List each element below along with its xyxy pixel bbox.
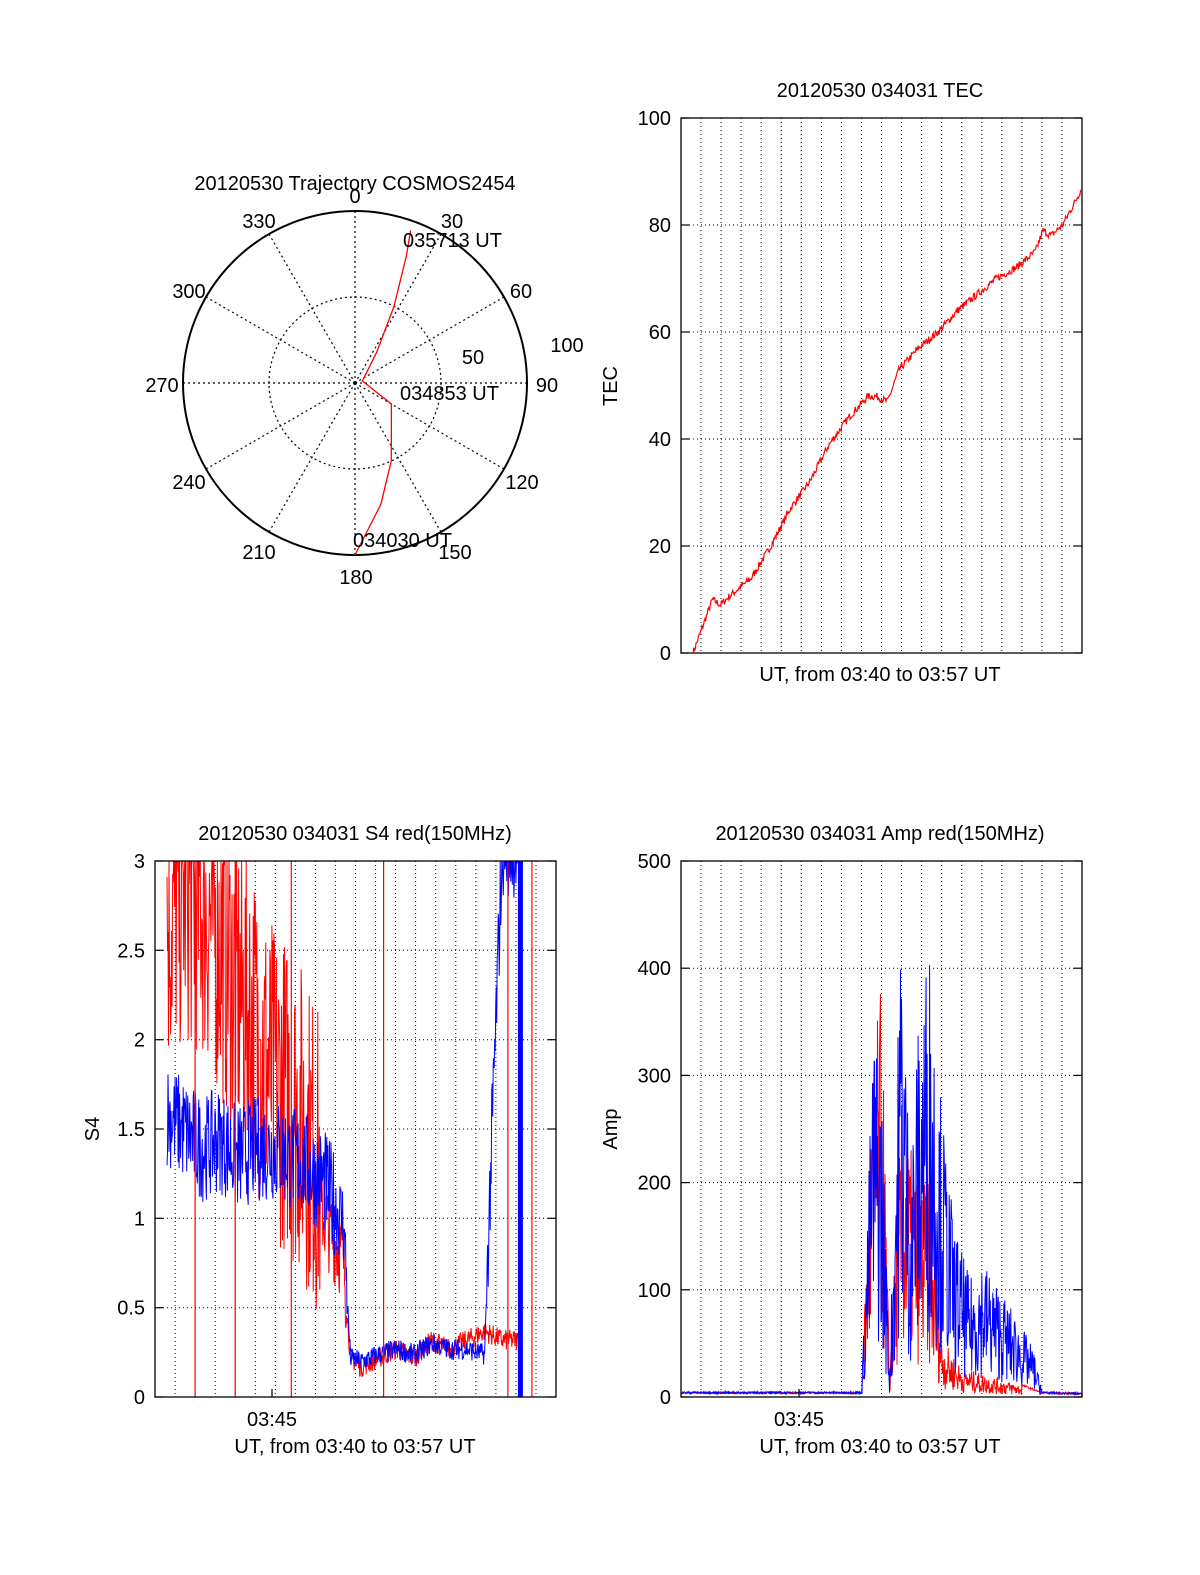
polar-spoke-150 xyxy=(354,382,442,533)
tec-xlabel: UT, from 03:40 to 03:57 UT xyxy=(759,664,1000,686)
s4-series xyxy=(166,860,533,1397)
s4-ytick-label: 0 xyxy=(134,1387,145,1409)
polar-spoke-60 xyxy=(354,296,505,384)
s4-ytick-label: 1.5 xyxy=(117,1119,145,1141)
az-label-90: 90 xyxy=(536,375,558,397)
tec-series xyxy=(692,189,1083,654)
radial-label-100: 100 xyxy=(550,335,583,357)
tec-grid xyxy=(681,118,1082,653)
tec-frame xyxy=(680,117,1083,654)
amp-series xyxy=(680,965,1083,1397)
s4-xtick-label: 03:45 xyxy=(247,1409,297,1431)
amp-xtick-label: 03:45 xyxy=(774,1409,824,1431)
s4-ylabel: S4 xyxy=(82,1117,104,1141)
amp-ytick-label: 100 xyxy=(638,1280,671,1302)
tec-yticks: 0 20 40 60 80 100 xyxy=(638,108,1082,665)
radial-label-50: 50 xyxy=(462,347,484,369)
tec-ytick-label: 80 xyxy=(649,215,671,237)
tec-ytick-label: 60 xyxy=(649,322,671,344)
tec-ytick-label: 40 xyxy=(649,429,671,451)
polar-spoke-120 xyxy=(354,382,505,470)
tec-title: 20120530 034031 TEC xyxy=(777,80,983,102)
tec-ytick-label: 0 xyxy=(660,643,671,665)
polar-spoke-30 xyxy=(354,233,442,384)
polar-spoke-240 xyxy=(205,382,356,470)
amp-ytick-label: 400 xyxy=(638,958,671,980)
tec-panel: 20120530 034031 TEC 0 20 40 60 80 100 UT, fro… xyxy=(600,80,1083,686)
s4-ytick-label: 2 xyxy=(134,1030,145,1052)
amp-ytick-label: 500 xyxy=(638,851,671,873)
polar-spoke-300 xyxy=(205,296,356,384)
polar-title: 20120530 Trajectory COSMOS2454 xyxy=(194,173,515,195)
s4-xlabel: UT, from 03:40 to 03:57 UT xyxy=(234,1436,475,1458)
s4-ytick-label: 0.5 xyxy=(117,1298,145,1320)
s4-yticks: 0 0.5 1 1.5 2 2.5 3 xyxy=(117,851,556,1409)
polar-spokes xyxy=(183,211,527,555)
tec-ylabel: TEC xyxy=(600,366,622,406)
az-label-60: 60 xyxy=(510,281,532,303)
amp-ytick-label: 300 xyxy=(638,1065,671,1087)
amp-title: 20120530 034031 Amp red(150MHz) xyxy=(715,823,1044,845)
az-label-240: 240 xyxy=(172,472,205,494)
s4-title: 20120530 034031 S4 red(150MHz) xyxy=(198,823,512,845)
time-label-end: 035713 UT xyxy=(403,230,502,252)
az-label-330: 330 xyxy=(242,211,275,233)
s4-spike-blue xyxy=(517,861,523,1397)
az-label-150: 150 xyxy=(438,542,471,564)
satellite-trajectory xyxy=(354,230,412,556)
amp-panel: 20120530 034031 Amp red(150MHz) 0 100 200 3… xyxy=(600,823,1083,1458)
amp-ytick-label: 200 xyxy=(638,1173,671,1195)
az-label-270: 270 xyxy=(145,375,178,397)
s4-series-red xyxy=(166,860,521,1378)
amp-ylabel: Amp xyxy=(600,1108,622,1149)
time-label-start: 034030 UT xyxy=(353,530,452,552)
tec-ytick-label: 100 xyxy=(638,108,671,130)
time-label-mid: 034853 UT xyxy=(400,383,499,405)
az-label-300: 300 xyxy=(172,281,205,303)
az-label-180: 180 xyxy=(339,567,372,589)
polar-spoke-210 xyxy=(268,382,356,533)
polar-spoke-330 xyxy=(268,233,356,384)
polar-panel: 20120530 Trajectory COSMOS2454 0 30 60 9… xyxy=(145,173,583,589)
s4-ytick-label: 1 xyxy=(134,1208,145,1230)
az-label-30: 30 xyxy=(441,211,463,233)
az-label-120: 120 xyxy=(505,472,538,494)
amp-ytick-label: 0 xyxy=(660,1387,671,1409)
s4-panel: 20120530 034031 S4 red(150MHz) 0 0.5 1 1.5 2… xyxy=(82,823,557,1458)
amp-xlabel: UT, from 03:40 to 03:57 UT xyxy=(759,1436,1000,1458)
amp-frame xyxy=(680,860,1083,1398)
tec-ytick-label: 20 xyxy=(649,536,671,558)
s4-ytick-label: 3 xyxy=(134,851,145,873)
s4-ytick-label: 2.5 xyxy=(117,940,145,962)
az-label-0: 0 xyxy=(349,186,360,208)
s4-series-blue xyxy=(166,860,520,1369)
az-label-210: 210 xyxy=(242,542,275,564)
amp-yticks: 0 100 200 300 400 500 xyxy=(638,851,1082,1409)
amp-series-blue xyxy=(680,965,1083,1397)
